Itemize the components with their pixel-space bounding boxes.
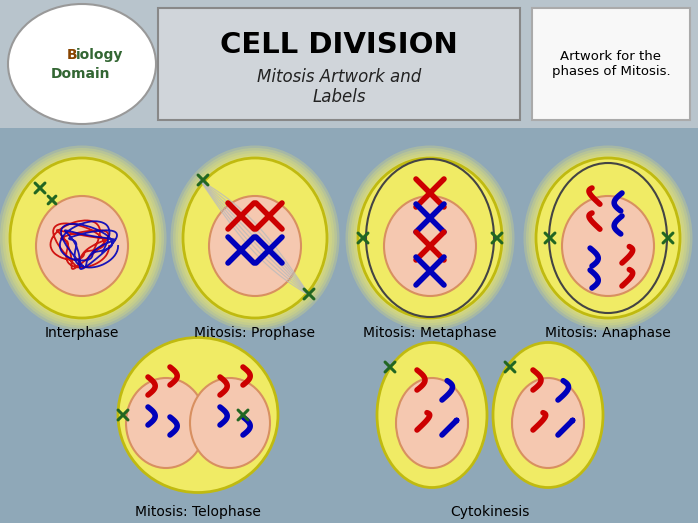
Ellipse shape xyxy=(396,378,468,468)
Text: iology: iology xyxy=(76,48,124,62)
Ellipse shape xyxy=(384,196,476,296)
Ellipse shape xyxy=(0,148,164,328)
Text: Artwork for the
phases of Mitosis.: Artwork for the phases of Mitosis. xyxy=(551,50,670,78)
Ellipse shape xyxy=(562,196,654,296)
Ellipse shape xyxy=(8,155,156,321)
Ellipse shape xyxy=(524,145,692,331)
Text: CELL DIVISION: CELL DIVISION xyxy=(220,31,458,59)
Text: Cytokinesis: Cytokinesis xyxy=(450,505,530,519)
Bar xyxy=(0,0,698,128)
Ellipse shape xyxy=(181,155,329,321)
Ellipse shape xyxy=(3,151,161,325)
Text: Domain: Domain xyxy=(50,67,110,81)
Text: Mitosis: Prophase: Mitosis: Prophase xyxy=(195,326,315,340)
Ellipse shape xyxy=(36,196,128,296)
Ellipse shape xyxy=(353,153,507,323)
Ellipse shape xyxy=(493,343,603,487)
Text: B: B xyxy=(67,48,77,62)
Ellipse shape xyxy=(170,145,339,331)
Ellipse shape xyxy=(533,155,683,321)
Ellipse shape xyxy=(528,151,688,325)
Ellipse shape xyxy=(5,153,159,323)
Ellipse shape xyxy=(355,155,505,321)
Ellipse shape xyxy=(531,153,685,323)
Ellipse shape xyxy=(526,148,690,328)
Ellipse shape xyxy=(209,196,301,296)
FancyBboxPatch shape xyxy=(532,8,690,120)
Ellipse shape xyxy=(118,337,278,493)
Ellipse shape xyxy=(512,378,584,468)
Ellipse shape xyxy=(346,145,514,331)
Text: Mitosis Artwork and
Labels: Mitosis Artwork and Labels xyxy=(257,67,421,106)
Text: Mitosis: Metaphase: Mitosis: Metaphase xyxy=(363,326,497,340)
Ellipse shape xyxy=(178,153,332,323)
Ellipse shape xyxy=(173,148,337,328)
Ellipse shape xyxy=(183,158,327,318)
Text: Interphase: Interphase xyxy=(45,326,119,340)
Ellipse shape xyxy=(0,145,167,331)
FancyBboxPatch shape xyxy=(158,8,520,120)
Ellipse shape xyxy=(358,158,502,318)
Ellipse shape xyxy=(377,343,487,487)
Ellipse shape xyxy=(348,148,512,328)
Ellipse shape xyxy=(175,151,334,325)
Ellipse shape xyxy=(536,158,680,318)
Ellipse shape xyxy=(126,378,206,468)
Ellipse shape xyxy=(350,151,510,325)
Ellipse shape xyxy=(10,158,154,318)
Ellipse shape xyxy=(190,378,270,468)
Ellipse shape xyxy=(8,4,156,124)
Text: Mitosis: Telophase: Mitosis: Telophase xyxy=(135,505,261,519)
Text: Mitosis: Anaphase: Mitosis: Anaphase xyxy=(545,326,671,340)
